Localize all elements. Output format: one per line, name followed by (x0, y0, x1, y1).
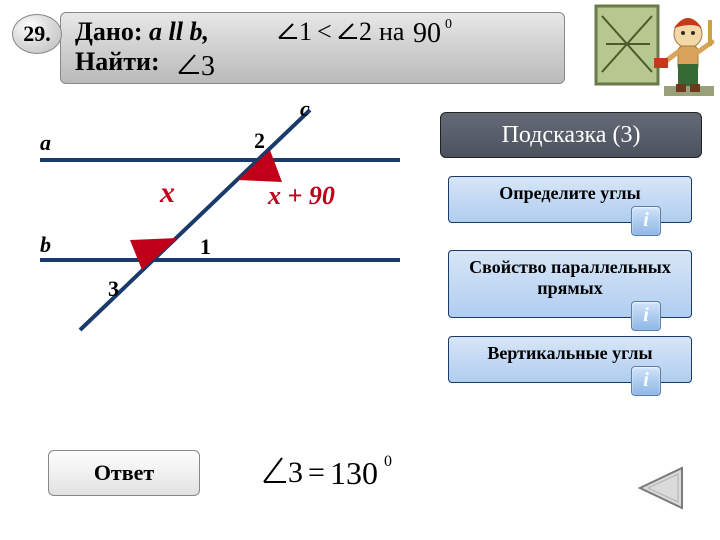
svg-text:1: 1 (299, 17, 312, 46)
hint-box-1[interactable]: Определите углыi (448, 176, 692, 223)
label-b: b (40, 232, 51, 257)
info-icon[interactable]: i (631, 206, 661, 236)
hints-title[interactable]: Подсказка (3) (440, 112, 702, 158)
answer-deg: 0 (384, 453, 392, 470)
lt-sign: < (317, 17, 332, 46)
problem-number-badge: 29. (12, 14, 62, 54)
angle-icon: 1 < 2 на 90 0 (275, 14, 535, 50)
answer-angle-num: 3 (288, 456, 303, 489)
slide: Дано: a ll b, Найти: 1 < 2 на 90 0 3 29. (0, 0, 720, 540)
mascot-illustration (592, 2, 718, 98)
ninety: 90 (413, 18, 441, 49)
marker-angle-1 (130, 238, 178, 270)
answer-button[interactable]: Ответ (48, 450, 200, 496)
svg-text:=: = (308, 456, 325, 489)
find-angle: 3 (175, 47, 235, 91)
label-xplus: x + 90 (267, 181, 335, 210)
answer-value: 3 = 130 0 (260, 450, 440, 503)
info-icon[interactable]: i (631, 301, 661, 331)
given-prefix: Дано: (75, 17, 143, 46)
geometry-diagram: a b c 2 1 3 x x + 90 (20, 100, 420, 360)
deg-sup: 0 (445, 17, 452, 32)
answer-num: 130 (330, 455, 378, 491)
label-x: x (159, 176, 175, 209)
given-relation: a ll b, (149, 17, 209, 46)
condition: 1 < 2 на 90 0 (275, 14, 535, 58)
hint-box-3[interactable]: Вертикальные углыi (448, 336, 692, 383)
na-word: на (379, 17, 405, 46)
label-c: c (300, 100, 310, 121)
label-3: 3 (108, 276, 119, 301)
label-2: 2 (254, 128, 265, 153)
svg-text:2: 2 (359, 17, 372, 46)
find-angle-num: 3 (201, 51, 215, 82)
label-a: a (40, 130, 51, 155)
info-icon[interactable]: i (631, 366, 661, 396)
nav-back-button[interactable] (634, 466, 686, 510)
find-label: Найти: (75, 47, 160, 76)
marker-angle-2 (238, 150, 282, 182)
label-1: 1 (200, 234, 211, 259)
hint-box-2[interactable]: Свойство параллельных прямыхi (448, 250, 692, 318)
